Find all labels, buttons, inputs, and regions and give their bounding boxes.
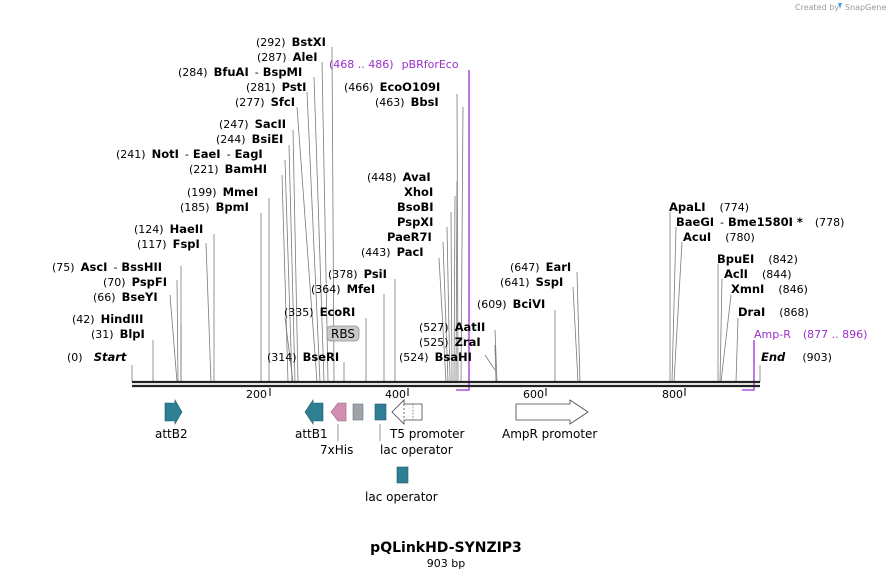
site-acli[interactable]: AclI (844) [724, 267, 792, 281]
site-bpmi[interactable]: (185) BpmI [180, 200, 249, 214]
site-noti[interactable]: (241) NotI - EaeI - EagI [116, 147, 263, 161]
site-bseri[interactable]: (314) BseRI [267, 350, 339, 364]
pbrforeco-label[interactable]: (468 .. 486) pBRforEco [329, 58, 459, 71]
site-blpi[interactable]: (31) BlpI [91, 327, 145, 341]
site-end[interactable]: End (903) [761, 346, 832, 365]
site-psii[interactable]: (378) PsiI [328, 267, 387, 281]
site-avai[interactable]: (448) AvaI [367, 170, 431, 184]
amp-r-label[interactable]: Amp-R (877 .. 896) [754, 328, 867, 341]
t5-promoter-label: T5 promoter [389, 427, 465, 441]
credit-brand: SnapGene [845, 3, 886, 12]
tick-200: 200 [246, 388, 267, 401]
site-psti[interactable]: (281) PstI [246, 80, 306, 94]
ruler-ticks [269, 388, 686, 396]
site-bpuei[interactable]: BpuEI (842) [717, 252, 798, 266]
site-bcivi[interactable]: (609) BciVI [477, 297, 545, 311]
map-title: pQLinkHD-SYNZIP3 [370, 540, 522, 556]
site-zrai[interactable]: (525) ZraI [419, 335, 481, 349]
site-drai[interactable]: DraI (868) [738, 305, 809, 319]
site-paer7i[interactable]: PaeR7I [387, 230, 432, 244]
site-mmei[interactable]: (199) MmeI [187, 185, 258, 199]
site-hindiii[interactable]: (42) HindIII [72, 312, 143, 326]
attb2-feature[interactable] [164, 398, 183, 426]
credit-text: Created by [795, 3, 839, 12]
rbs-feature[interactable]: RBS [326, 325, 360, 342]
tick-800: 800 [662, 388, 683, 401]
site-mfei[interactable]: (364) MfeI [311, 282, 375, 296]
sequence-length: 903 bp [427, 557, 465, 570]
site-bamhi[interactable]: (221) BamHI [189, 162, 267, 176]
ampr-promoter-label: AmpR promoter [502, 427, 597, 441]
site-asci[interactable]: (75) AscI - BssHII [52, 260, 162, 274]
site-bseyi[interactable]: (66) BseYI [93, 290, 158, 304]
site-paci[interactable]: (443) PacI [361, 245, 424, 259]
site-pspfi[interactable]: (70) PspFI [103, 275, 167, 289]
tick-400: 400 [385, 388, 406, 401]
tick-600: 600 [523, 388, 544, 401]
lac-operator-2-label: lac operator [365, 490, 438, 504]
site-bbsi[interactable]: (463) BbsI [375, 95, 439, 109]
site-bsobi[interactable]: BsoBI [397, 200, 434, 214]
site-fspi[interactable]: (117) FspI [137, 237, 200, 251]
attb1-feature[interactable] [304, 399, 324, 425]
7xhis-label: 7xHis [320, 443, 353, 457]
t5-promoter-feature[interactable] [391, 399, 423, 425]
site-apali[interactable]: ApaLI (774) [669, 200, 749, 214]
lac-operator-2-feature[interactable] [396, 466, 409, 484]
site-connector-lines [131, 46, 761, 383]
amp-r-primer [742, 340, 755, 391]
site-acui[interactable]: AcuI (780) [683, 230, 755, 244]
site-bsiei[interactable]: (244) BsiEI [216, 132, 283, 146]
ampr-promoter-feature[interactable] [515, 399, 589, 425]
lac-operator-1-label: lac operator [380, 443, 453, 457]
site-bfuai[interactable]: (284) BfuAI - BspMI [178, 65, 302, 79]
sequence-backbone [132, 380, 760, 388]
site-xmni[interactable]: XmnI (846) [731, 282, 808, 296]
rbs-glyph[interactable] [352, 403, 364, 421]
site-bsahi[interactable]: (524) BsaHI [399, 350, 472, 364]
rbs-label: RBS [331, 327, 355, 341]
site-baegi[interactable]: BaeGI - Bme1580I * (778) [676, 215, 844, 229]
site-sfci[interactable]: (277) SfcI [235, 95, 295, 109]
site-ecori[interactable]: (335) EcoRI [284, 305, 355, 319]
7xhis-feature[interactable] [330, 402, 347, 441]
lac-operator-1-feature[interactable] [374, 403, 387, 441]
site-start[interactable]: (0) Start [67, 346, 127, 365]
site-xhoi[interactable]: XhoI [404, 185, 433, 199]
site-sspi[interactable]: (641) SspI [500, 275, 563, 289]
site-eari[interactable]: (647) EarI [510, 260, 571, 274]
site-alei[interactable]: (287) AleI [257, 50, 318, 64]
site-pspxi[interactable]: PspXI [397, 215, 433, 229]
pbrforeco-primer [456, 70, 470, 391]
site-ecoo109i[interactable]: (466) EcoO109I [344, 80, 440, 94]
site-bstxi[interactable]: (292) BstXI [256, 35, 326, 49]
attb1-label: attB1 [295, 427, 328, 441]
site-aatii[interactable]: (527) AatII [419, 320, 485, 334]
snapgene-logo-icon [838, 3, 842, 9]
attb2-label: attB2 [155, 427, 188, 441]
site-sacii[interactable]: (247) SacII [219, 117, 286, 131]
site-haeii[interactable]: (124) HaeII [134, 222, 203, 236]
